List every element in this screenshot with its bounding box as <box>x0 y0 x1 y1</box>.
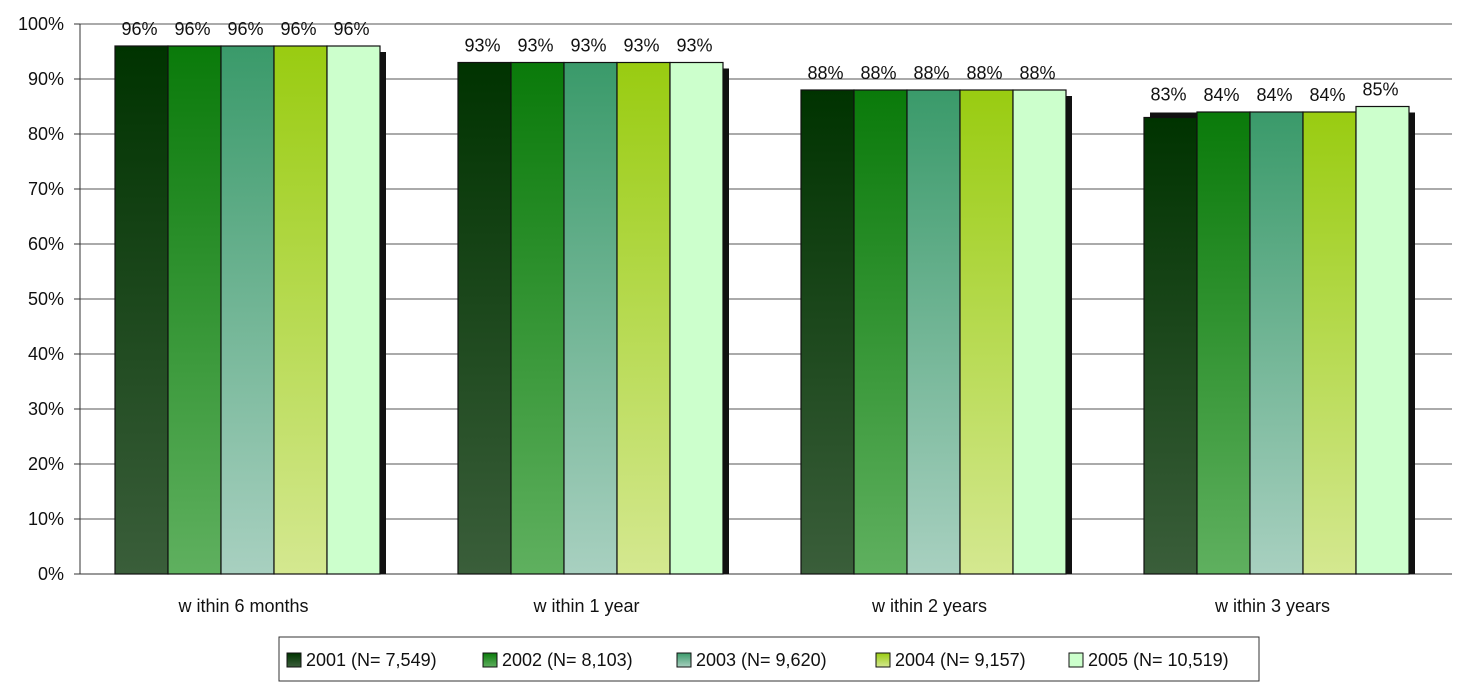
bar-2005-n-10-519-w-ithin-3-years <box>1355 105 1410 575</box>
legend-swatch <box>875 652 891 668</box>
y-tick-label: 0% <box>38 564 64 584</box>
data-label: 93% <box>676 36 712 56</box>
bar-2003-n-9-620-w-ithin-3-years <box>1249 111 1304 575</box>
data-labels: 96% 96% 96% 96% 96% 93% 93% 93% 93% 93% 88% 88% 88% 8… <box>121 19 1398 105</box>
bar-2003-n-9-620-w-ithin-6-months <box>220 45 275 575</box>
category-label: w ithin 3 years <box>1214 596 1330 616</box>
data-label: 88% <box>1019 63 1055 83</box>
legend-label: 2002 (N= 8,103) <box>502 650 633 670</box>
bar-2001-n-7-549-w-ithin-2-years <box>800 89 855 575</box>
data-label: 93% <box>517 36 553 56</box>
bar-2002-n-8-103-w-ithin-2-years <box>853 89 908 575</box>
bar-2004-n-9-157-w-ithin-2-years <box>959 89 1014 575</box>
data-label: 96% <box>227 19 263 39</box>
y-tick-label: 60% <box>28 234 64 254</box>
y-tick-label: 20% <box>28 454 64 474</box>
y-tick-label: 40% <box>28 344 64 364</box>
data-label: 84% <box>1256 85 1292 105</box>
bar-2002-n-8-103-w-ithin-3-years <box>1196 111 1251 575</box>
bar-2005-n-10-519-w-ithin-6-months <box>326 45 381 575</box>
legend-label: 2001 (N= 7,549) <box>306 650 437 670</box>
data-label: 84% <box>1203 85 1239 105</box>
category-label: w ithin 1 year <box>532 596 639 616</box>
legend-swatch <box>286 652 302 668</box>
bar-2002-n-8-103-w-ithin-6-months <box>167 45 222 575</box>
y-tick-label: 80% <box>28 124 64 144</box>
legend: 2001 (N= 7,549) 2002 (N= 8,103) 2003 (N= 9… <box>278 636 1260 682</box>
bar-2004-n-9-157-w-ithin-3-years <box>1302 111 1357 575</box>
bar-2003-n-9-620-w-ithin-1-year <box>563 61 618 575</box>
bars <box>114 45 1415 575</box>
bar-2004-n-9-157-w-ithin-6-months <box>273 45 328 575</box>
legend-swatch <box>676 652 692 668</box>
data-label: 88% <box>807 63 843 83</box>
data-label: 88% <box>913 63 949 83</box>
bar-2001-n-7-549-w-ithin-1-year <box>457 61 512 575</box>
category-label: w ithin 2 years <box>871 596 987 616</box>
data-label: 93% <box>570 36 606 56</box>
y-tick-label: 90% <box>28 69 64 89</box>
legend-box <box>278 636 1260 682</box>
y-tick-label: 10% <box>28 509 64 529</box>
bar-2005-n-10-519-w-ithin-1-year <box>669 61 724 575</box>
data-label: 96% <box>280 19 316 39</box>
y-tick-label: 70% <box>28 179 64 199</box>
y-tick-label: 100% <box>18 14 64 34</box>
data-label: 84% <box>1309 85 1345 105</box>
bar-2004-n-9-157-w-ithin-1-year <box>616 61 671 575</box>
data-label: 83% <box>1150 85 1186 105</box>
legend-label: 2003 (N= 9,620) <box>696 650 827 670</box>
bar-2002-n-8-103-w-ithin-1-year <box>510 61 565 575</box>
y-tick-label: 50% <box>28 289 64 309</box>
y-axis: 0% 10% 20% 30% 40% 50% 60% 70% 80% 90% 100% <box>18 14 1452 584</box>
data-label: 96% <box>121 19 157 39</box>
data-label: 85% <box>1362 80 1398 100</box>
legend-swatch <box>482 652 498 668</box>
y-tick-label: 30% <box>28 399 64 419</box>
data-label: 93% <box>464 36 500 56</box>
bar-2003-n-9-620-w-ithin-2-years <box>906 89 961 575</box>
data-label: 96% <box>333 19 369 39</box>
legend-label: 2005 (N= 10,519) <box>1088 650 1229 670</box>
category-labels: w ithin 6 months w ithin 1 year w ithin 2 … <box>177 596 1330 616</box>
data-label: 88% <box>860 63 896 83</box>
legend-label: 2004 (N= 9,157) <box>895 650 1026 670</box>
data-label: 93% <box>623 36 659 56</box>
bar-2005-n-10-519-w-ithin-2-years <box>1012 89 1067 575</box>
category-label: w ithin 6 months <box>177 596 308 616</box>
data-label: 88% <box>966 63 1002 83</box>
bar-2001-n-7-549-w-ithin-3-years <box>1143 116 1198 575</box>
data-label: 96% <box>174 19 210 39</box>
bar-2001-n-7-549-w-ithin-6-months <box>114 45 169 575</box>
legend-swatch <box>1068 652 1084 668</box>
